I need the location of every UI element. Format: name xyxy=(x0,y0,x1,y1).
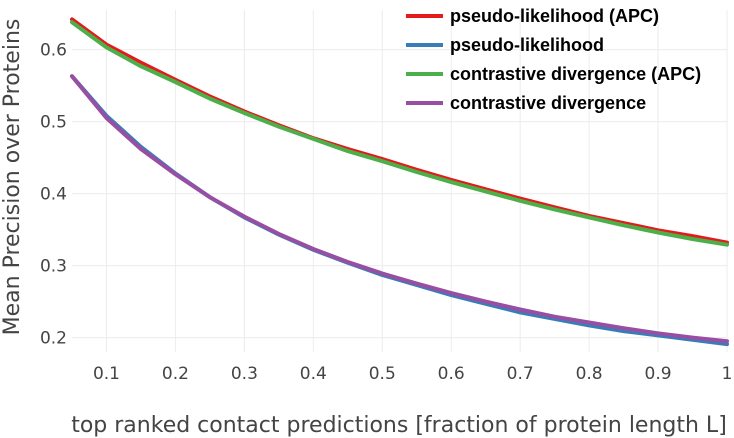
x-tick-label: 0.2 xyxy=(162,364,189,384)
legend: pseudo-likelihood (APC) pseudo-likelihood… xyxy=(406,6,701,113)
y-tick-label: 0.4 xyxy=(40,185,67,205)
grid xyxy=(72,10,728,352)
x-axis-title: top ranked contact predictions [fraction… xyxy=(71,413,727,438)
y-tick-label: 0.5 xyxy=(40,113,67,133)
plot-series xyxy=(70,17,729,347)
series-line-0 xyxy=(70,17,729,245)
y-tick-label: 0.3 xyxy=(40,257,67,277)
y-tick-label: 0.2 xyxy=(40,329,67,349)
legend-label: pseudo-likelihood xyxy=(450,35,604,55)
x-tick-label: 0.7 xyxy=(507,364,534,384)
x-tick-label: 0.3 xyxy=(231,364,258,384)
series-line-1 xyxy=(70,74,729,347)
y-axis-ticks: 0.2 0.3 0.4 0.5 0.6 xyxy=(40,41,67,349)
series-line-3 xyxy=(70,74,729,344)
x-tick-label: 0.1 xyxy=(93,364,120,384)
legend-label: contrastive divergence xyxy=(450,93,646,113)
x-tick-label: 0.8 xyxy=(576,364,603,384)
x-tick-label: 1 xyxy=(722,364,733,384)
y-axis-title: Mean Precision over Proteins xyxy=(0,19,25,336)
legend-label: pseudo-likelihood (APC) xyxy=(450,6,659,26)
x-tick-label: 0.6 xyxy=(438,364,465,384)
x-tick-label: 0.4 xyxy=(300,364,327,384)
y-tick-label: 0.6 xyxy=(40,41,67,61)
x-tick-label: 0.5 xyxy=(369,364,396,384)
series-line-2 xyxy=(70,20,729,247)
legend-label: contrastive divergence (APC) xyxy=(450,64,701,84)
x-axis-ticks: 0.1 0.2 0.3 0.4 0.5 0.6 0.7 0.8 0.9 1 xyxy=(93,364,732,384)
x-tick-label: 0.9 xyxy=(645,364,672,384)
